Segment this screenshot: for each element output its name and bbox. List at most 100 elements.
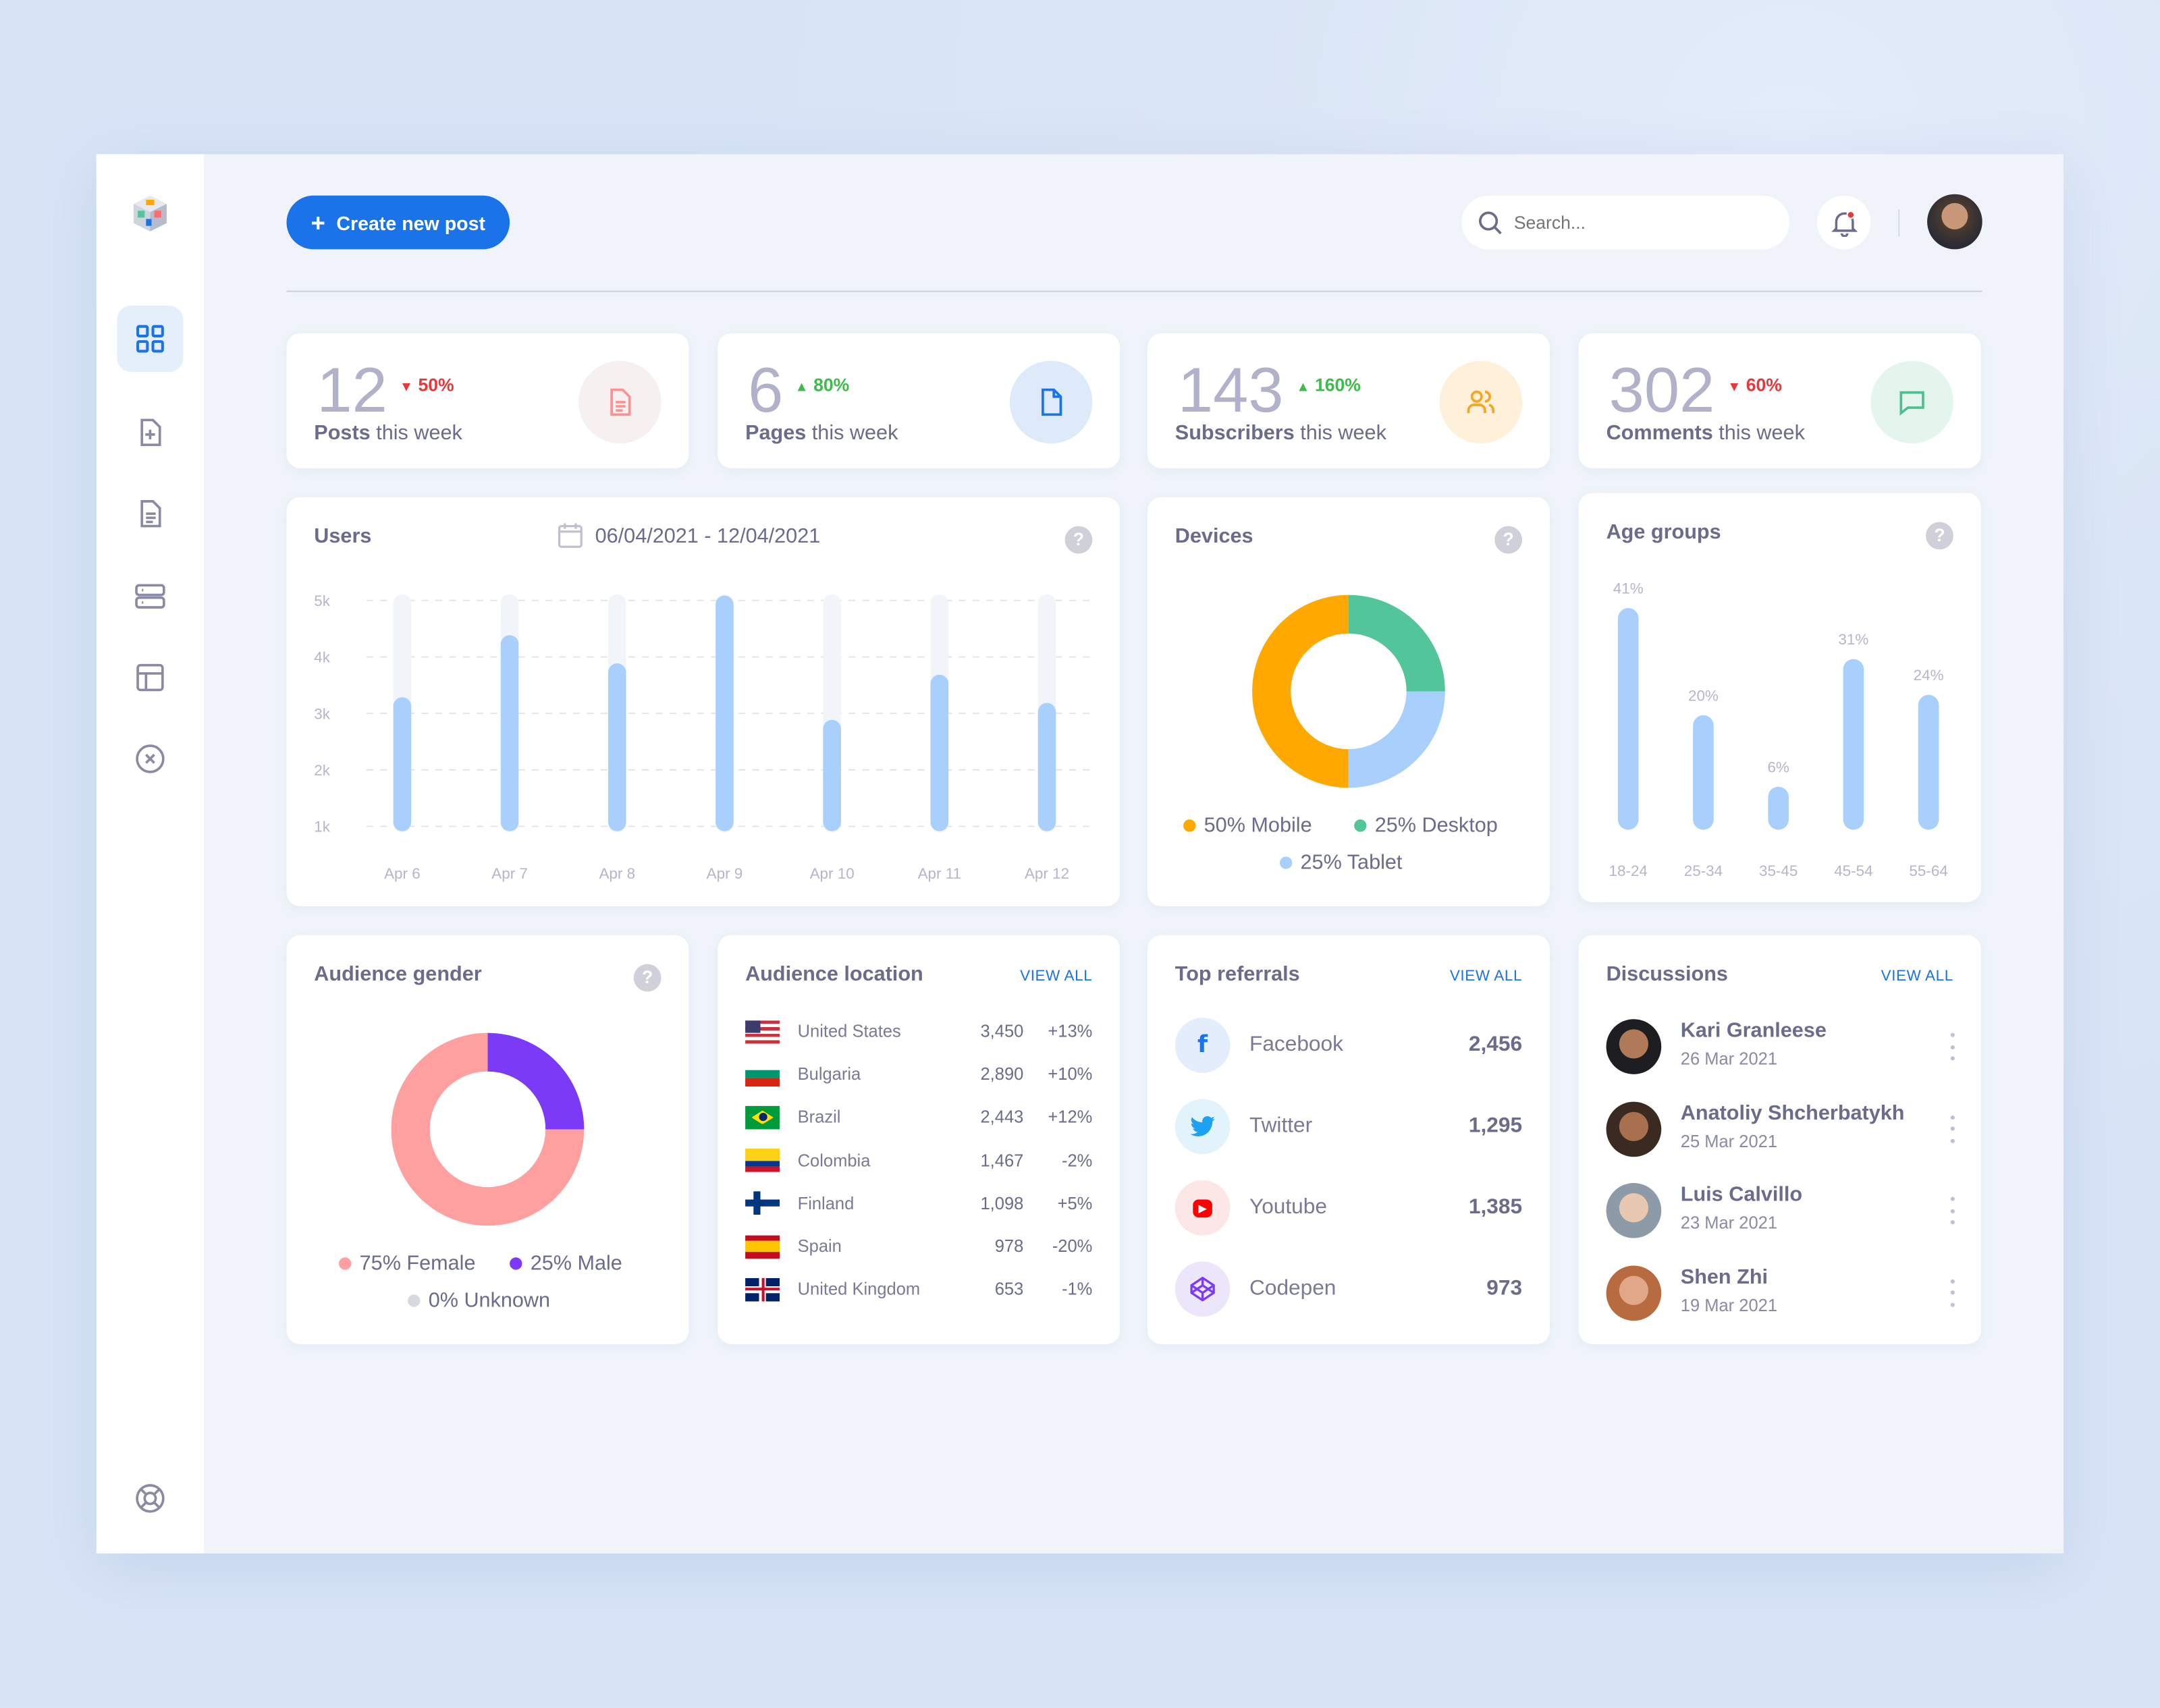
- date-range-picker[interactable]: 06/04/2021 - 12/04/2021: [556, 522, 820, 549]
- search-input[interactable]: [1513, 212, 1762, 233]
- discussion-item[interactable]: Luis Calvillo 23 Mar 2021: [1606, 1183, 1956, 1241]
- referral-value: 1,385: [1468, 1195, 1523, 1219]
- country-change: +12%: [1048, 1107, 1093, 1128]
- avatar: [1606, 1019, 1662, 1074]
- x-tick-label: 18-24: [1609, 862, 1648, 879]
- legend-dot: [510, 1257, 522, 1270]
- location-view-all-link[interactable]: VIEW ALL: [1020, 968, 1093, 985]
- location-row: Colombia 1,467 -2%: [745, 1147, 1092, 1174]
- more-vertical-icon[interactable]: [1948, 1278, 1956, 1306]
- country-change: +10%: [1048, 1064, 1093, 1084]
- stat-label-rest: this week: [806, 421, 898, 445]
- y-tick-label: 4k: [314, 649, 330, 666]
- sidebar-item-new-post[interactable]: [117, 400, 183, 466]
- donut-slice[interactable]: [1252, 595, 1445, 788]
- legend-dot: [1183, 819, 1196, 832]
- sidebar-item-layout[interactable]: [117, 644, 183, 711]
- x-tick-label: Apr 8: [599, 865, 635, 882]
- arrow-up-icon: ▲: [794, 380, 809, 395]
- flag-fi-icon: [745, 1191, 780, 1215]
- devices-title: Devices: [1174, 524, 1253, 549]
- gender-card: Audience gender ? 75% Female 25% Male 0%…: [286, 935, 689, 1344]
- sidebar-item-close[interactable]: [117, 726, 183, 792]
- data-label: 41%: [1613, 580, 1644, 597]
- notifications-button[interactable]: [1816, 195, 1871, 250]
- gender-help-icon[interactable]: ?: [633, 964, 662, 992]
- y-tick-label: 1k: [314, 819, 330, 835]
- referrals-view-all-link[interactable]: VIEW ALL: [1449, 968, 1523, 985]
- life-buoy-icon: [136, 1484, 165, 1513]
- codepen-icon: [1174, 1261, 1231, 1317]
- more-vertical-icon[interactable]: [1948, 1196, 1956, 1225]
- calendar-icon: [558, 523, 583, 548]
- sidebar-item-storage[interactable]: [117, 563, 183, 630]
- search-icon: [1479, 211, 1502, 234]
- stat-card-posts: 12 ▼ 50% Posts this week: [286, 333, 689, 468]
- age-groups-card: Age groups ? 41% 18-24 20% 25-34 6% 35-45 31% 4…: [1578, 493, 1981, 902]
- stat-delta-value: 60%: [1746, 375, 1782, 395]
- stat-icon-badge: [1439, 360, 1523, 444]
- stat-icon-badge: [1870, 360, 1953, 444]
- logo-area: [96, 154, 205, 303]
- grid-icon: [136, 325, 164, 353]
- stat-label-rest: this week: [1712, 421, 1805, 445]
- top-referrals-card: Top referrals VIEW ALL f Facebook 2,456 …: [1147, 935, 1550, 1344]
- discussions-view-all-link[interactable]: VIEW ALL: [1881, 968, 1953, 985]
- country-change: +5%: [1057, 1193, 1093, 1213]
- referral-row-youtube[interactable]: ▶ Youtube 1,385: [1174, 1180, 1523, 1236]
- devices-help-icon[interactable]: ?: [1494, 526, 1523, 554]
- users-icon: [1467, 390, 1495, 414]
- discussions-title: Discussions: [1606, 962, 1728, 987]
- create-post-button[interactable]: + Create new post: [286, 195, 510, 250]
- referral-row-codepen[interactable]: Codepen 973: [1174, 1261, 1522, 1317]
- gender-title: Audience gender: [314, 962, 482, 987]
- country-value: 1,467: [980, 1151, 1024, 1170]
- devices-card: Devices ? 50% Mobile 25% Desktop 25% Tab…: [1147, 497, 1550, 906]
- referral-value: 2,456: [1468, 1032, 1523, 1057]
- discussion-item[interactable]: Kari Granleese 26 Mar 2021: [1606, 1019, 1956, 1077]
- search-box[interactable]: [1461, 195, 1789, 250]
- discussion-item[interactable]: Anatoliy Shcherbatykh 25 Mar 2021: [1606, 1101, 1956, 1159]
- user-avatar[interactable]: [1927, 194, 1982, 250]
- header-divider: [1898, 209, 1900, 238]
- stat-delta: ▼ 50%: [400, 375, 454, 395]
- stat-card-subscribers: 143 ▲ 160% Subscribers this week: [1147, 333, 1550, 468]
- referral-row-twitter[interactable]: Twitter 1,295: [1174, 1099, 1522, 1155]
- referral-name: Facebook: [1249, 1032, 1343, 1057]
- legend-dot: [1354, 819, 1367, 832]
- donut-slice[interactable]: [391, 1032, 585, 1226]
- referrals-title: Top referrals: [1174, 962, 1300, 987]
- stat-value: 12: [317, 354, 387, 426]
- arrow-down-icon: ▼: [399, 380, 414, 395]
- audience-location-card: Audience location VIEW ALL United States…: [718, 935, 1120, 1344]
- stat-value: 302: [1609, 354, 1715, 426]
- sidebar-item-support[interactable]: [117, 1465, 183, 1531]
- location-row: United Kingdom 653 -1%: [745, 1275, 1092, 1303]
- referral-name: Youtube: [1249, 1195, 1327, 1219]
- gender-donut: [391, 1032, 585, 1226]
- stat-label-rest: this week: [1294, 421, 1386, 445]
- more-vertical-icon[interactable]: [1948, 1115, 1956, 1142]
- referral-row-facebook[interactable]: f Facebook 2,456: [1174, 1018, 1523, 1073]
- logo-icon: [133, 195, 167, 231]
- discussion-author: Shen Zhi: [1680, 1265, 1769, 1289]
- users-help-icon[interactable]: ?: [1064, 526, 1093, 554]
- sidebar-item-pages[interactable]: [117, 480, 183, 547]
- discussion-item[interactable]: Shen Zhi 19 Mar 2021: [1606, 1265, 1956, 1323]
- location-row: Finland 1,098 +5%: [745, 1190, 1092, 1217]
- legend-label: 50% Mobile: [1204, 814, 1312, 837]
- dashboard-app: +Create new post Users 06/04/2021 - 12/0…: [96, 154, 2064, 1554]
- age-help-icon[interactable]: ?: [1926, 522, 1953, 550]
- more-vertical-icon[interactable]: [1948, 1032, 1956, 1061]
- location-row: Spain 978 -20%: [745, 1233, 1092, 1261]
- country-name: United States: [797, 1022, 901, 1041]
- x-tick-label: 25-34: [1684, 862, 1723, 879]
- sidebar-item-dashboard[interactable]: [117, 306, 184, 373]
- message-square-icon: [1899, 391, 1924, 416]
- stat-icon-badge: [578, 360, 662, 444]
- donut-slice[interactable]: [1252, 595, 1445, 788]
- age-title: Age groups: [1606, 520, 1721, 545]
- bell-icon: [1831, 210, 1858, 236]
- country-change: -2%: [1061, 1151, 1093, 1170]
- avatar: [1606, 1183, 1662, 1238]
